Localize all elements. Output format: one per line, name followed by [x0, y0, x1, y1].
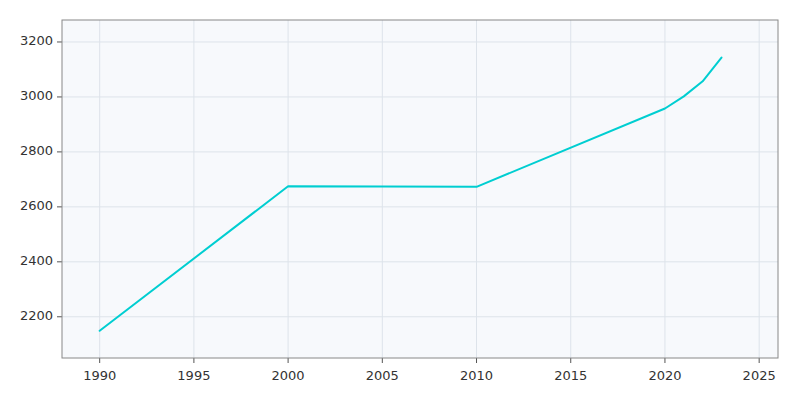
tick-label: 3000: [20, 88, 53, 103]
grid-line: [570, 20, 571, 358]
grid-line: [382, 20, 383, 358]
tick-mark: [664, 358, 665, 363]
chart: 2200 2400 2600 2800 3000 3200 1990 1995 2000 2005…: [0, 0, 800, 400]
tick-label: 2020: [648, 368, 681, 383]
grid-line: [193, 20, 194, 358]
grid-line: [62, 261, 778, 262]
grid-line: [476, 20, 477, 358]
tick-mark: [288, 358, 289, 363]
tick-mark: [382, 358, 383, 363]
tick-mark: [57, 261, 62, 262]
grid-line: [759, 20, 760, 358]
tick-label: 2010: [460, 368, 493, 383]
grid-line: [62, 96, 778, 97]
chart-container: 2200 2400 2600 2800 3000 3200 1990 1995 2000 2005…: [0, 0, 800, 400]
tick-label: 1995: [177, 368, 210, 383]
tick-label: 2400: [20, 253, 53, 268]
grid: [62, 20, 778, 358]
grid-line: [664, 20, 665, 358]
tick-mark: [476, 358, 477, 363]
tick-mark: [57, 41, 62, 42]
tick-label: 2005: [366, 368, 399, 383]
tick-mark: [570, 358, 571, 363]
tick-label: 2200: [20, 308, 53, 323]
tick-mark: [57, 96, 62, 97]
tick-mark: [57, 151, 62, 152]
tick-mark: [99, 358, 100, 363]
grid-line: [99, 20, 100, 358]
tick-label: 2025: [743, 368, 776, 383]
axes: 2200 2400 2600 2800 3000 3200 1990 1995 2000 2005…: [20, 33, 776, 383]
grid-line: [62, 41, 778, 42]
plot-background: [62, 20, 778, 358]
grid-line: [288, 20, 289, 358]
tick-label: 3200: [20, 33, 53, 48]
series: [100, 58, 722, 331]
grid-line: [62, 151, 778, 152]
plot-frame: [62, 20, 778, 358]
tick-label: 2600: [20, 198, 53, 213]
tick-label: 2800: [20, 143, 53, 158]
tick-label: 1990: [83, 368, 116, 383]
grid-line: [62, 206, 778, 207]
tick-mark: [193, 358, 194, 363]
tick-mark: [57, 206, 62, 207]
data-line: [100, 58, 722, 331]
tick-label: 2000: [272, 368, 305, 383]
grid-line: [62, 316, 778, 317]
tick-label: 2015: [554, 368, 587, 383]
tick-mark: [57, 316, 62, 317]
tick-mark: [759, 358, 760, 363]
